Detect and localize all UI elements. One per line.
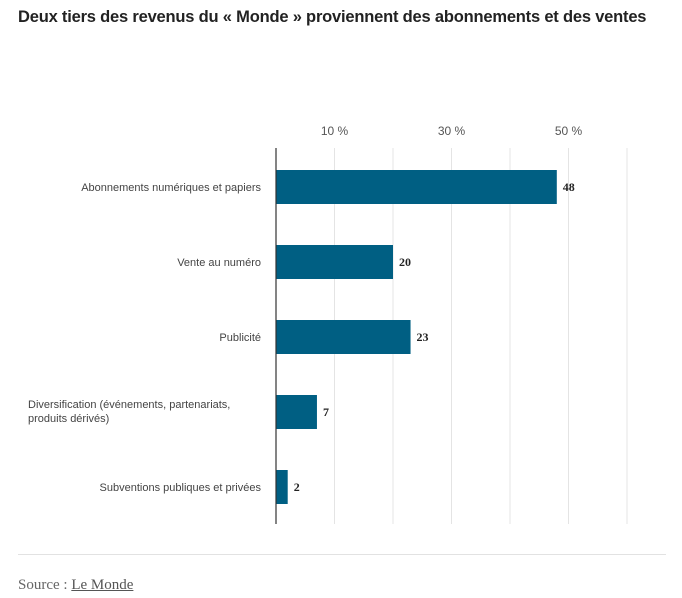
data-label: 48: [563, 180, 575, 194]
source-prefix: Source :: [18, 577, 72, 593]
divider: [18, 554, 666, 555]
category-label: Diversification (événements, partenariat…: [28, 399, 230, 425]
x-tick-label: 30 %: [438, 124, 466, 138]
category-label-line: Vente au numéro: [177, 257, 261, 269]
bar: [276, 245, 393, 279]
data-label: 20: [399, 255, 411, 269]
bar: [276, 395, 317, 429]
category-label-line: Abonnements numériques et papiers: [81, 182, 261, 194]
category-label-line: Diversification (événements, partenariat…: [28, 399, 230, 411]
category-label: Vente au numéro: [177, 257, 261, 269]
data-label: 7: [323, 405, 329, 419]
bar-chart: 10 % 30 % 50 % Abonnements numériques et pa…: [28, 124, 628, 524]
x-tick-label: 50 %: [555, 124, 583, 138]
category-label-line: Subventions publiques et privées: [100, 482, 262, 494]
category-label-line: produits dérivés): [28, 413, 109, 425]
bar: [276, 470, 288, 504]
data-label: 2: [294, 480, 300, 494]
x-tick-label: 10 %: [321, 124, 349, 138]
data-label: 23: [417, 330, 429, 344]
source-note: Source : Le Monde: [18, 577, 133, 594]
category-label-line: Publicité: [219, 332, 261, 344]
category-label: Subventions publiques et privées: [100, 482, 262, 494]
category-label: Publicité: [219, 332, 261, 344]
bar: [276, 170, 557, 204]
bar: [276, 320, 411, 354]
chart-title: Deux tiers des revenus du « Monde » prov…: [18, 8, 647, 26]
category-label: Abonnements numériques et papiers: [81, 182, 261, 194]
source-link[interactable]: Le Monde: [71, 577, 134, 593]
